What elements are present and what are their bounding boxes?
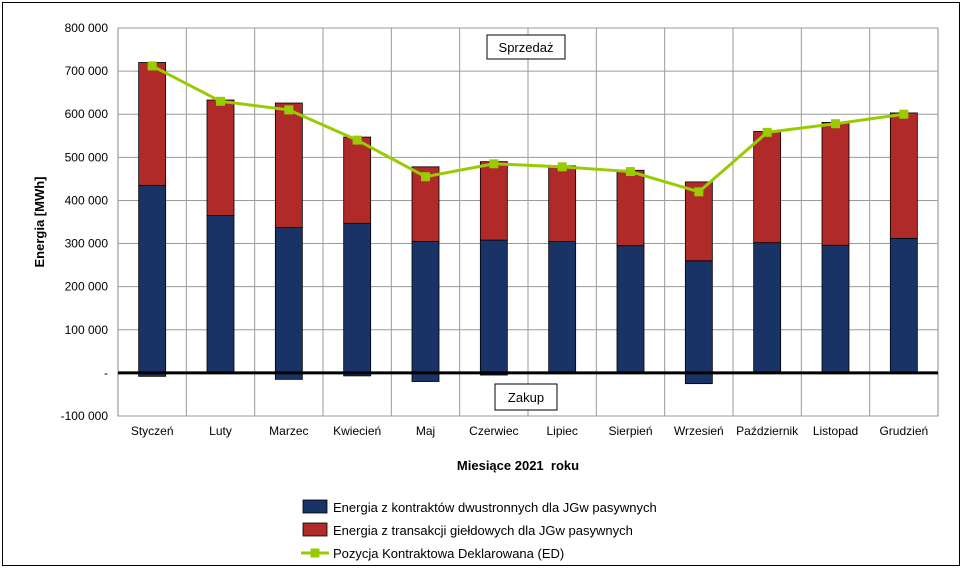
y-tick-label: 300 000 bbox=[65, 237, 109, 251]
y-tick-label: 400 000 bbox=[65, 193, 109, 207]
legend-label: Energia z transakcji giełdowych dla JGw … bbox=[333, 523, 633, 538]
legend: Energia z kontraktów dwustronnych dla JG… bbox=[301, 499, 657, 561]
bars bbox=[138, 62, 918, 385]
bar-exchange bbox=[274, 102, 303, 229]
y-tick-label: 500 000 bbox=[65, 150, 109, 164]
y-tick-label: -100 000 bbox=[61, 409, 109, 423]
purchase-annotation: Zakup bbox=[508, 390, 544, 405]
ed-point bbox=[762, 127, 772, 137]
bar-bilateral bbox=[479, 239, 508, 374]
y-tick-label: 100 000 bbox=[65, 323, 109, 337]
legend-label: Energia z kontraktów dwustronnych dla JG… bbox=[333, 500, 657, 515]
x-tick-label: Czerwiec bbox=[469, 424, 518, 438]
bar-exchange bbox=[138, 62, 167, 186]
y-tick-label: 700 000 bbox=[65, 64, 109, 78]
sales-annotation: Sprzedaż bbox=[499, 40, 554, 55]
x-tick-label: Sierpień bbox=[608, 424, 652, 438]
x-tick-label: Listopad bbox=[813, 424, 858, 438]
x-tick-label: Kwiecień bbox=[333, 424, 381, 438]
x-tick-label: Lipiec bbox=[546, 424, 577, 438]
purchase-annotation-box bbox=[494, 383, 558, 411]
y-tick-label: 600 000 bbox=[65, 107, 109, 121]
y-tick-label: - bbox=[104, 366, 108, 380]
x-tick-label: Maj bbox=[416, 424, 435, 438]
legend-swatch bbox=[302, 499, 328, 514]
ed-point bbox=[694, 187, 704, 197]
x-axis-title: Miesiące 2021 roku bbox=[457, 458, 579, 473]
bar-bilateral bbox=[411, 240, 440, 374]
bar-exchange bbox=[616, 169, 645, 247]
x-tick-label: Grudzień bbox=[879, 424, 928, 438]
sales-annotation-box bbox=[486, 34, 566, 60]
ed-point bbox=[421, 172, 430, 182]
x-tick-label: Marzec bbox=[269, 424, 308, 438]
bar-exchange bbox=[753, 131, 782, 244]
bar-bilateral bbox=[274, 227, 303, 374]
annotations: Sprzedaż Zakup bbox=[486, 34, 566, 411]
ed-point bbox=[489, 159, 499, 169]
ed-point bbox=[216, 96, 225, 106]
ed-point bbox=[557, 162, 567, 172]
bar-purchase bbox=[684, 372, 713, 385]
y-tick-label: 800 000 bbox=[65, 21, 109, 35]
ed-point bbox=[899, 109, 909, 119]
bar-bilateral bbox=[206, 215, 235, 374]
bar-bilateral bbox=[548, 240, 577, 374]
ed-point bbox=[147, 61, 157, 71]
bar-bilateral bbox=[684, 260, 713, 374]
legend-marker bbox=[310, 548, 320, 558]
ed-point bbox=[352, 135, 362, 145]
bar-bilateral bbox=[753, 242, 782, 374]
bar-exchange bbox=[479, 161, 508, 241]
bar-exchange bbox=[821, 122, 850, 246]
legend-swatch bbox=[302, 522, 328, 537]
bar-bilateral bbox=[616, 245, 645, 374]
ed-point bbox=[626, 167, 635, 177]
bar-bilateral bbox=[821, 244, 850, 374]
bar-exchange bbox=[206, 99, 235, 216]
legend-label: Pozycja Kontraktowa Deklarowana (ED) bbox=[333, 546, 564, 561]
bar-exchange bbox=[343, 136, 372, 224]
x-tick-label: Luty bbox=[209, 424, 232, 438]
bar-exchange bbox=[889, 112, 918, 239]
bar-bilateral bbox=[138, 184, 167, 374]
x-tick-label: Styczeń bbox=[131, 424, 174, 438]
bar-bilateral bbox=[889, 237, 918, 374]
ed-line bbox=[147, 61, 909, 197]
x-tick-label: Wrzesień bbox=[674, 424, 724, 438]
y-axis-title: Energia [MWh] bbox=[32, 177, 47, 268]
ed-point bbox=[284, 105, 294, 115]
bar-bilateral bbox=[343, 222, 372, 374]
ed-line-path bbox=[151, 64, 905, 194]
ed-point bbox=[831, 119, 840, 129]
x-tick-label: Październik bbox=[736, 424, 799, 438]
y-tick-label: 200 000 bbox=[65, 280, 109, 294]
bar-exchange bbox=[548, 165, 577, 242]
